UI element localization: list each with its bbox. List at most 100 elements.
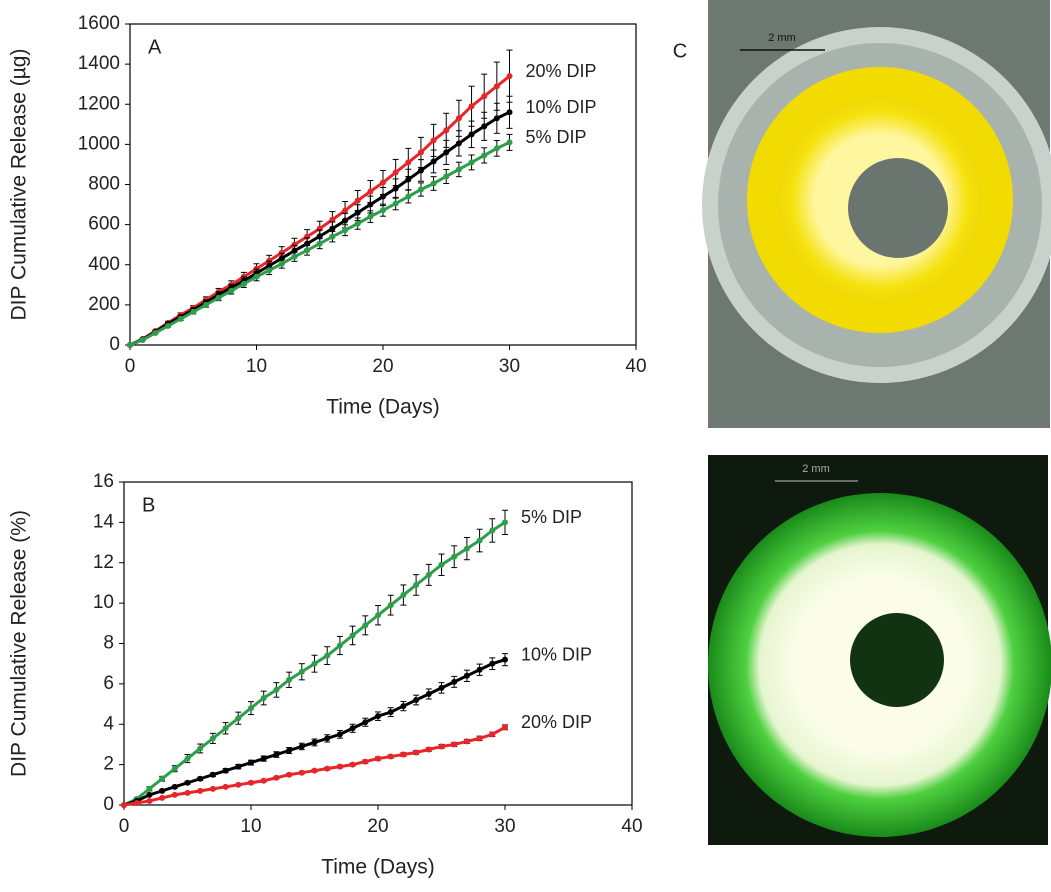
data-point (417, 167, 424, 174)
data-point (489, 731, 496, 738)
data-point (202, 301, 209, 308)
data-point (324, 735, 331, 742)
data-point (273, 751, 280, 758)
data-point (375, 612, 381, 619)
scale-bar-label: 2 mm (802, 463, 830, 475)
data-point (316, 233, 323, 240)
data-point (146, 785, 153, 792)
data-point (451, 553, 458, 560)
y-tick-label: 6 (103, 673, 114, 694)
data-point (349, 725, 356, 732)
data-point (336, 763, 343, 770)
data-point (430, 158, 437, 165)
data-point (286, 747, 293, 754)
data-point (266, 267, 273, 274)
data-point (222, 783, 229, 790)
data-point (342, 207, 349, 214)
series-label: 20% DIP (526, 61, 597, 81)
data-point (476, 735, 483, 742)
data-point (298, 769, 305, 776)
data-point (209, 735, 216, 742)
data-point (197, 775, 204, 782)
data-point (133, 799, 140, 806)
data-point (159, 775, 166, 782)
data-point (468, 159, 475, 166)
data-point (121, 802, 127, 808)
data-point (455, 140, 462, 147)
y-tick-label: 10 (93, 592, 114, 613)
data-point (171, 791, 178, 798)
data-point (240, 280, 247, 287)
x-axis-label: Time (Days) (321, 856, 435, 879)
data-point (506, 139, 513, 146)
photo-top: C 2 mm (673, 0, 1051, 428)
data-point (190, 308, 197, 315)
data-point (463, 738, 470, 745)
data-point (400, 592, 407, 599)
data-point (273, 686, 280, 693)
data-point (417, 186, 424, 193)
data-point (451, 678, 458, 685)
data-point (311, 767, 318, 774)
y-tick-label: 0 (103, 794, 114, 815)
data-point (430, 137, 437, 144)
data-point (493, 115, 500, 122)
data-point (184, 755, 191, 762)
data-point (291, 241, 298, 248)
x-tick-label: 40 (621, 816, 642, 837)
data-point (336, 731, 343, 738)
x-tick-label: 30 (499, 356, 520, 377)
x-tick-label: 40 (625, 356, 646, 377)
data-point (304, 247, 311, 254)
data-point (417, 149, 424, 156)
data-point (159, 794, 166, 801)
y-axis-label: DIP Cumulative Release (%) (8, 510, 31, 777)
data-point (184, 779, 191, 786)
data-point (209, 785, 216, 792)
data-point (164, 322, 171, 329)
data-point (425, 746, 432, 753)
data-point (291, 253, 298, 260)
data-point (438, 743, 445, 750)
data-point (248, 779, 254, 786)
data-point (235, 715, 242, 722)
data-point (502, 656, 508, 663)
data-point (184, 789, 191, 796)
data-point (329, 225, 336, 232)
data-point (506, 109, 513, 116)
y-tick-label: 800 (88, 174, 120, 195)
data-point (354, 197, 361, 204)
data-point (159, 787, 166, 794)
series-label: 20% DIP (521, 712, 592, 732)
data-point (367, 188, 374, 195)
data-point (451, 741, 458, 748)
photo-bottom: 2 mm (708, 455, 1051, 845)
scale-bar-label: 2 mm (768, 32, 796, 44)
data-point (336, 642, 343, 649)
data-point (489, 527, 496, 534)
panel-label: B (142, 494, 155, 516)
data-point (392, 169, 399, 176)
data-point (298, 743, 305, 750)
x-tick-label: 10 (240, 816, 261, 837)
data-point (146, 797, 153, 804)
data-point (443, 173, 450, 180)
y-tick-label: 4 (103, 713, 114, 734)
data-point (463, 545, 470, 552)
y-tick-label: 1000 (78, 133, 120, 154)
series-line (123, 658, 506, 807)
data-point (413, 697, 420, 704)
data-point (349, 761, 356, 768)
data-point (463, 672, 470, 679)
data-point (362, 758, 369, 765)
x-tick-label: 10 (246, 356, 267, 377)
data-point (481, 152, 488, 159)
data-point (273, 774, 280, 781)
data-point (329, 233, 336, 240)
series-label: 5% DIP (526, 127, 587, 147)
data-point (278, 249, 285, 256)
data-point (316, 240, 323, 247)
data-point (248, 705, 254, 712)
panel-label: A (148, 36, 162, 58)
data-point (481, 93, 488, 100)
